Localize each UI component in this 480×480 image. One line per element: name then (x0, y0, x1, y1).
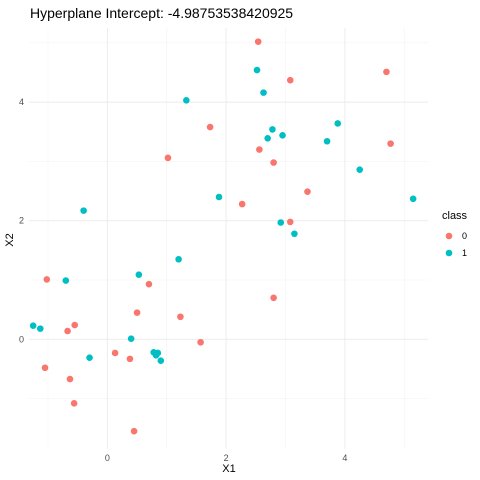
data-point-class-0 (41, 364, 49, 372)
data-point-class-0 (270, 294, 277, 302)
legend-title: class (442, 210, 468, 222)
data-point-class-0 (286, 76, 294, 84)
legend-key-1 (445, 249, 453, 257)
data-point-class-0 (70, 400, 78, 407)
x-tick-label: 2 (224, 453, 229, 463)
y-axis-title: X2 (4, 233, 16, 246)
data-point-class-1 (279, 132, 286, 139)
chart-title: Hyperplane Intercept: -4.98753538420925 (30, 5, 293, 21)
legend-key-0 (445, 232, 453, 240)
data-point-class-1 (334, 120, 342, 127)
y-tick-label: 4 (19, 97, 24, 107)
data-point-class-0 (387, 140, 394, 147)
data-point-class-1 (277, 219, 285, 226)
y-tick-label: 2 (19, 216, 24, 226)
data-point-class-1 (29, 322, 37, 329)
data-point-class-0 (145, 280, 153, 288)
data-point-class-0 (66, 375, 74, 383)
data-points (29, 38, 417, 435)
data-point-class-1 (86, 354, 93, 361)
data-point-class-0 (130, 427, 138, 435)
tick-labels: 0 2 4 0 2 4 (19, 97, 347, 463)
data-point-class-1 (215, 193, 223, 201)
data-point-class-1 (135, 271, 143, 278)
data-point-class-0 (43, 276, 51, 283)
legend: class 0 1 (442, 210, 468, 258)
data-point-class-1 (269, 126, 276, 133)
data-point-class-1 (175, 255, 182, 263)
data-point-class-1 (152, 352, 160, 359)
data-point-class-0 (126, 355, 134, 363)
data-point-class-0 (270, 159, 277, 166)
data-point-class-0 (238, 200, 246, 208)
data-point-class-1 (323, 137, 331, 145)
data-point-class-1 (253, 66, 261, 74)
data-point-class-0 (64, 327, 71, 335)
data-point-class-0 (71, 321, 79, 329)
data-point-class-1 (157, 357, 165, 364)
data-point-class-0 (304, 188, 311, 195)
data-point-class-1 (356, 166, 364, 174)
y-tick-label: 0 (19, 334, 24, 344)
x-tick-label: 0 (105, 453, 110, 463)
data-point-class-1 (80, 207, 87, 214)
data-point-class-1 (127, 335, 135, 343)
x-tick-label: 4 (342, 453, 347, 463)
data-point-class-0 (254, 38, 262, 45)
data-point-class-1 (264, 134, 271, 142)
data-point-class-1 (183, 97, 190, 104)
data-point-class-0 (133, 309, 141, 316)
data-point-class-0 (197, 338, 204, 346)
data-point-class-1 (36, 325, 44, 332)
data-point-class-0 (206, 123, 214, 131)
legend-label-0: 0 (462, 231, 467, 241)
data-point-class-0 (111, 349, 119, 357)
x-axis-title: X1 (222, 463, 235, 475)
legend-label-1: 1 (462, 248, 467, 258)
data-point-class-1 (260, 89, 267, 96)
data-point-class-0 (177, 313, 184, 321)
data-point-class-1 (62, 277, 70, 284)
data-point-class-0 (286, 218, 294, 226)
data-point-class-0 (383, 68, 390, 76)
data-point-class-1 (409, 195, 417, 203)
data-point-class-0 (164, 154, 172, 162)
grid (29, 28, 428, 449)
data-point-class-0 (256, 146, 263, 153)
data-point-class-1 (291, 230, 298, 238)
